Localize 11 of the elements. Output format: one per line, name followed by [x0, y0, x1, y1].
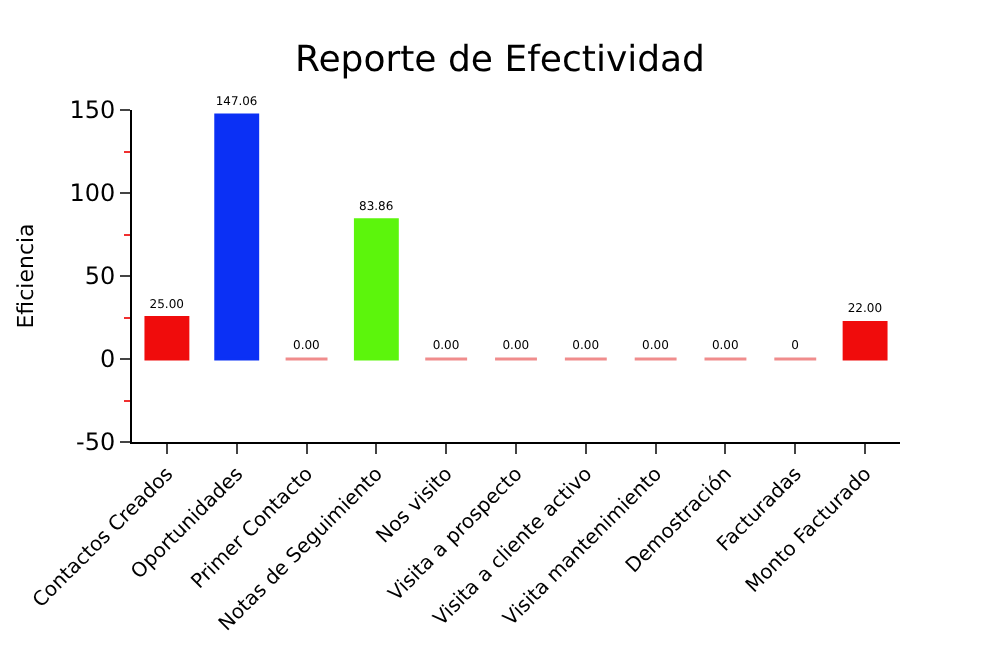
bar	[842, 320, 888, 361]
y-tick-label: 100	[69, 179, 116, 208]
bar	[144, 316, 190, 361]
y-tick-label: 50	[84, 262, 116, 291]
bar	[353, 218, 399, 361]
y-axis-title: Eficiencia	[12, 223, 39, 329]
chart-title: Reporte de Efectividad	[295, 39, 705, 82]
y-tick-label: 0	[99, 345, 116, 374]
y-tick-label: -50	[75, 428, 116, 457]
y-tick-label: 150	[69, 96, 116, 125]
bar	[214, 113, 260, 361]
